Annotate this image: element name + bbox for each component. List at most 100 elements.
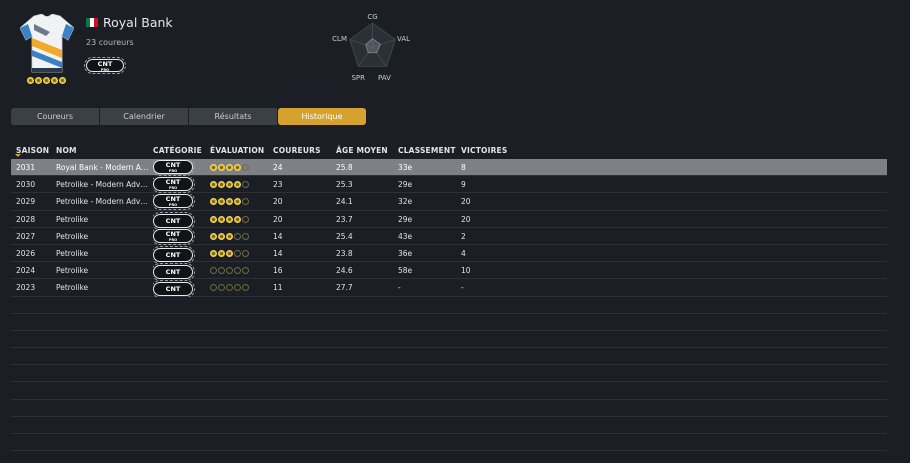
header-ranking[interactable]: CLASSEMENT (398, 146, 456, 155)
star-icon (210, 198, 217, 206)
cell-rating (210, 159, 260, 176)
cell-rating (210, 211, 260, 228)
cell-wins: 9 (461, 180, 466, 190)
skills-radar-chart: CG VAL PAV SPR CLM (332, 13, 410, 82)
empty-table-row (11, 348, 887, 366)
table-row[interactable]: 2028 Petrolike CNT 20 23.7 29e 20 (11, 211, 887, 229)
category-badge: CNT PRO (153, 160, 195, 176)
cell-category: CNT PRO (153, 160, 203, 177)
cell-wins: - (461, 283, 464, 293)
cell-season: 2029 (16, 197, 36, 207)
cell-riders: 24 (273, 163, 283, 172)
cell-category: CNT (153, 211, 203, 229)
category-badge-main: CNT (165, 216, 181, 225)
star-icon (51, 77, 58, 84)
star-icon (226, 164, 233, 171)
table-row[interactable]: 2030 Petrolike - Modern Adve... CNT PRO 23 25… (11, 176, 887, 194)
cell-season: 2027 (16, 231, 36, 241)
star-icon (242, 249, 249, 257)
category-badge: CNT (153, 263, 195, 281)
category-badge-sub: PRO (168, 203, 178, 208)
cell-rating (210, 245, 260, 262)
empty-table-row (11, 382, 887, 400)
star-icon (218, 267, 225, 275)
header-avg-age[interactable]: ÂGE MOYEN (336, 146, 388, 155)
cell-season: 2031 (16, 163, 36, 172)
empty-table-row (11, 297, 887, 314)
header-wins[interactable]: VICTOIRES (461, 146, 508, 155)
category-badge: CNT (153, 211, 195, 229)
category-badge-main: CNT (165, 195, 181, 204)
empty-table-row (11, 314, 887, 331)
radar-axis (358, 46, 373, 67)
radar-label-cg: CG (367, 13, 377, 21)
star-icon (242, 215, 249, 223)
cell-wins: 10 (461, 266, 471, 276)
star-icon (234, 232, 241, 240)
cell-avg-age: 23.7 (336, 214, 353, 224)
radar-value-shape (365, 38, 381, 54)
header-rating[interactable]: ÉVALUATION (210, 146, 265, 155)
cell-season: 2028 (16, 214, 36, 224)
radar-axis (349, 39, 373, 48)
team-rating-stars (27, 77, 66, 84)
cell-wins: 20 (461, 214, 471, 224)
cell-category: CNT PRO (153, 194, 203, 211)
star-icon (210, 215, 217, 223)
header-riders[interactable]: COUREURS (273, 146, 321, 155)
empty-table-row (11, 417, 887, 434)
table-row[interactable]: 2024 Petrolike CNT 16 24.6 58e 10 (11, 262, 887, 281)
cell-category: CNT (153, 245, 203, 263)
table-row[interactable]: 2027 Petrolike CNT PRO 14 25.4 43e 2 (11, 228, 887, 245)
cell-season: 2026 (16, 248, 36, 258)
star-icon (234, 215, 241, 223)
tab-calendrier[interactable]: Calendrier (100, 108, 188, 125)
cell-riders: 14 (273, 231, 283, 241)
category-badge: CNT PRO (153, 194, 195, 211)
category-badge-main: CNT (165, 268, 181, 277)
cell-category: CNT (153, 263, 203, 281)
badge-main-text: CNT (97, 60, 113, 68)
star-icon (218, 249, 225, 257)
cell-ranking: 58e (398, 266, 413, 276)
table-row[interactable]: 2029 Petrolike - Modern Adve... CNT PRO 20 24… (11, 193, 887, 211)
star-icon (234, 164, 241, 171)
empty-table-row (11, 434, 887, 452)
cell-avg-age: 25.3 (336, 180, 353, 190)
tab-coureurs[interactable]: Coureurs (11, 108, 99, 125)
header-season[interactable]: SAISON (16, 146, 50, 155)
category-badge-main: CNT (165, 161, 181, 169)
cell-rating (210, 279, 260, 296)
cell-rating (210, 262, 260, 279)
star-icon (226, 267, 233, 275)
star-icon (226, 215, 233, 223)
category-badge-main: CNT (165, 229, 181, 238)
badge-sub-text: PRO (100, 68, 110, 72)
tab-historique[interactable]: Historique (278, 108, 366, 125)
star-icon (210, 181, 217, 189)
table-row[interactable]: 2031 Royal Bank - Modern Ad... CNT PRO 24 25.… (11, 159, 887, 177)
cell-name: Petrolike (56, 266, 89, 276)
star-icon (59, 77, 66, 84)
cell-riders: 20 (273, 197, 283, 207)
category-badge-sub: PRO (168, 237, 178, 242)
cell-ranking: 32e (398, 197, 413, 207)
cell-rating (210, 228, 260, 245)
team-header: Royal Bank 23 coureurs CNT PRO CG VAL PA… (0, 0, 910, 100)
tab-rsultats[interactable]: Résultats (189, 108, 277, 125)
cell-wins: 20 (461, 197, 471, 207)
empty-table-row (11, 400, 887, 417)
star-icon (226, 284, 233, 292)
star-icon (210, 164, 217, 171)
header-name[interactable]: NOM (56, 146, 77, 155)
table-row[interactable]: 2026 Petrolike CNT 14 23.8 36e 4 (11, 245, 887, 263)
cell-wins: 4 (461, 248, 466, 258)
category-badge: CNT (153, 245, 195, 263)
header-category[interactable]: CATÉGORIE (153, 146, 202, 155)
table-row[interactable]: 2023 Petrolike CNT 11 27.7 - - (11, 279, 887, 298)
category-badge-main: CNT (165, 285, 181, 294)
star-icon (234, 249, 241, 257)
star-icon (242, 198, 249, 206)
radar-axis (372, 46, 387, 67)
cell-ranking: - (398, 283, 401, 293)
